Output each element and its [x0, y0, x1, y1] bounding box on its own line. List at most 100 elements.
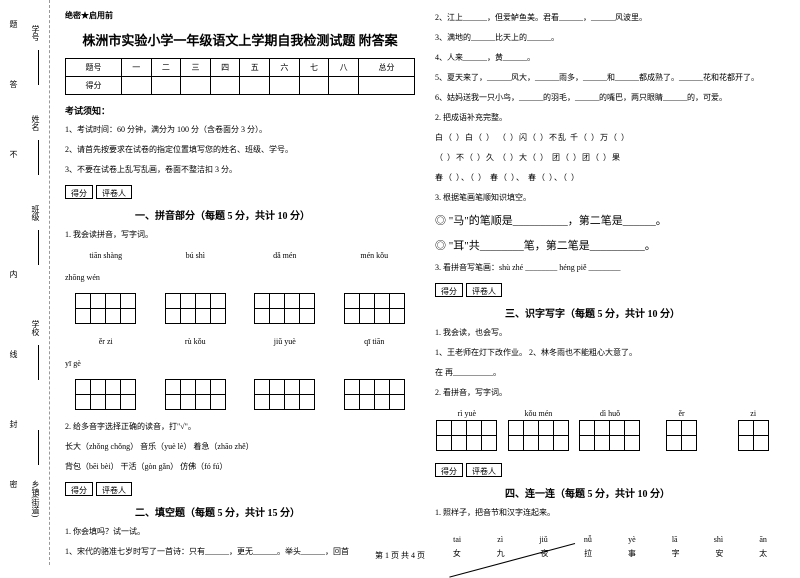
notice-item: 1、考试时间：60 分钟，满分为 100 分（含卷面分 3 分）。	[65, 124, 415, 135]
q2-5: 5、夏天来了，______风大，______雨多，______和______都成…	[435, 72, 785, 83]
rater-box: 得分 评卷人	[435, 283, 785, 297]
score-cell: 得分	[65, 482, 93, 496]
field-line	[38, 345, 39, 380]
q1-2b: 背包（bēi bèi） 干活（gòn gǎn） 仿佛（fó fú）	[65, 461, 415, 472]
th: 五	[240, 59, 270, 77]
q3-1b: 在 再__________。	[435, 367, 785, 378]
pinyin: ěr zi	[65, 337, 147, 346]
pinyin: dǎ mén	[244, 251, 326, 260]
field-xuehao: 学号	[30, 25, 41, 41]
lian-item: shì	[714, 535, 723, 544]
score-value-row: 得分	[66, 77, 415, 95]
th: 四	[210, 59, 240, 77]
th: 一	[121, 59, 151, 77]
writing-grid	[75, 379, 136, 410]
lian-item: nǚ	[584, 535, 592, 544]
pinyin-sub: zhōng wén	[65, 273, 415, 282]
writing-grid	[508, 420, 569, 451]
field-banji: 班级	[30, 205, 41, 221]
grid-row-1	[65, 293, 415, 324]
grid-row-2	[65, 379, 415, 410]
stroke-head: 3. 根据笔画笔顺知识填空。	[435, 192, 785, 203]
notice-item: 3、不要在试卷上乱写乱画，卷面不整洁扣 3 分。	[65, 164, 415, 175]
field-xingming: 姓名	[30, 115, 41, 131]
pinyin: rì yuè	[435, 409, 499, 418]
pinyin: kǒu mén	[507, 409, 571, 418]
lian-item: yè	[628, 535, 636, 544]
pinyin-row-1: tiān shàng bú shì dǎ mén mén kǒu	[65, 251, 415, 262]
q3-2: 2. 看拼音，写字词。	[435, 387, 785, 398]
q2-6: 6、姑妈送我一只小鸟，______的羽毛，______的嘴巴，两只眼睛_____…	[435, 92, 785, 103]
lian-item: zì	[497, 535, 503, 544]
score-cell: 得分	[65, 185, 93, 199]
field-line	[38, 50, 39, 85]
field-line	[38, 230, 39, 265]
writing-grid	[254, 379, 315, 410]
pinyin: qī tiān	[334, 337, 416, 346]
th: 八	[329, 59, 359, 77]
td: 得分	[66, 77, 122, 95]
seal-nei: 内	[8, 270, 19, 278]
writing-grid	[165, 379, 226, 410]
writing-grid	[75, 293, 136, 324]
seal-ti: 题	[8, 20, 19, 28]
exam-title: 株洲市实验小学一年级语文上学期自我检测试题 附答案	[65, 30, 415, 49]
th: 题号	[66, 59, 122, 77]
pinyin: tiān shàng	[65, 251, 147, 260]
field-xuexiao: 学校	[30, 320, 41, 336]
q3-1: 1. 我会读，也会写。	[435, 327, 785, 338]
pinyin-row-3: rì yuè kǒu mén dì huǒ ěr zi	[435, 409, 785, 451]
field-line	[38, 430, 39, 465]
q2-1: 1. 你会填吗？试一试。	[65, 526, 415, 537]
seal-bu: 不	[8, 150, 19, 158]
fill-line: 春（ ）、（ ） 春（ ）、 春（ ）、（ ）	[435, 172, 785, 183]
seal-mi: 密	[8, 480, 19, 488]
writing-grid	[344, 293, 405, 324]
fill-line: 白（ ）白（ ） （ ）闪（ ）不乱 千（ ）万（ ）	[435, 132, 785, 143]
rater-box: 得分 评卷人	[65, 482, 415, 496]
page-content: 绝密★启用前 株洲市实验小学一年级语文上学期自我检测试题 附答案 题号 一 二 …	[50, 0, 800, 565]
pinyin: dì huǒ	[578, 409, 642, 418]
writing-grid	[436, 420, 497, 451]
pinyin: ěr	[650, 409, 714, 418]
fill-head: 2. 把成语补充完整。	[435, 112, 785, 123]
q2-3: 3、满地的______比天上的______。	[435, 32, 785, 43]
q1-2: 2. 给多音字选择正确的读音，打"√"。	[65, 421, 415, 432]
section-1-title: 一、拼音部分（每题 5 分，共计 10 分）	[65, 207, 415, 222]
pinyin-sub: yī gè	[65, 359, 415, 368]
notice-item: 2、请首先按要求在试卷的指定位置填写您的姓名、班级、学号。	[65, 144, 415, 155]
section-2-title: 二、填空题（每题 5 分，共计 15 分）	[65, 504, 415, 519]
rater-box: 得分 评卷人	[435, 463, 785, 477]
lian-item: lā	[672, 535, 678, 544]
q1-1: 1. 我会读拼音，写字词。	[65, 229, 415, 240]
pinyin-row-2: ěr zi rù kǒu jiǔ yuè qī tiān	[65, 337, 415, 348]
score-header-row: 题号 一 二 三 四 五 六 七 八 总分	[66, 59, 415, 77]
q2-4: 4、人来______，黄______。	[435, 52, 785, 63]
seal-da: 答	[8, 80, 19, 88]
th: 六	[270, 59, 300, 77]
lian-item: ān	[759, 535, 767, 544]
section-4-title: 四、连一连（每题 5 分，共计 10 分）	[435, 485, 785, 500]
pinyin: mén kǒu	[334, 251, 416, 260]
rater-cell: 评卷人	[466, 283, 502, 297]
rater-cell: 评卷人	[96, 482, 132, 496]
th: 七	[299, 59, 329, 77]
writing-grid	[738, 420, 769, 451]
pinyin: jiǔ yuè	[244, 337, 326, 346]
field-line	[38, 140, 39, 175]
seal-xian: 线	[8, 350, 19, 358]
pinyin: zi	[721, 409, 785, 418]
section-3-title: 三、识字写字（每题 5 分，共计 10 分）	[435, 305, 785, 320]
q4-1: 1. 照样子，把音节和汉字连起来。	[435, 507, 785, 518]
writing-grid	[254, 293, 315, 324]
stroke-c: 3. 看拼音写笔画：shù zhé ________ héng piě ____…	[435, 262, 785, 273]
writing-grid	[344, 379, 405, 410]
fill-line: （ ）不（ ）久 （ ）大（ ） 团（ ）团（ ）果	[435, 152, 785, 163]
stroke-a: ◎ "马"的笔顺是__________，第二笔是______。	[435, 212, 785, 228]
left-column: 绝密★启用前 株洲市实验小学一年级语文上学期自我检测试题 附答案 题号 一 二 …	[65, 10, 415, 545]
q1-2a: 长大（zhǒng chǒng） 音乐（yuè lè） 着急（zhāo zhě）	[65, 441, 415, 452]
th: 二	[151, 59, 181, 77]
rater-cell: 评卷人	[466, 463, 502, 477]
th: 三	[181, 59, 211, 77]
right-column: 2、江上______，但爱鲈鱼美。君看______，______风波里。 3、满…	[435, 10, 785, 545]
